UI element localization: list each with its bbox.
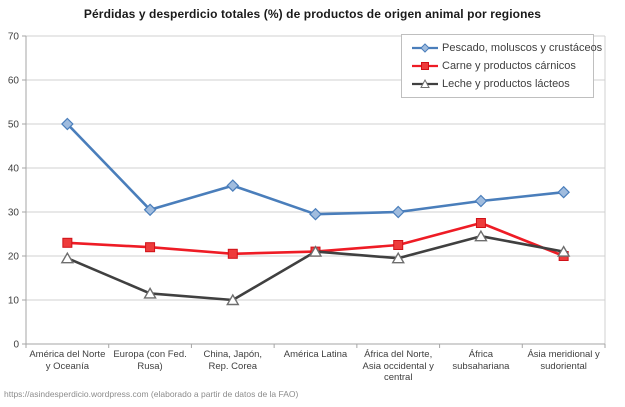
chart-legend: Pescado, moluscos y crustáceos Carne y pr…	[401, 34, 602, 98]
diamond-marker-icon	[391, 205, 405, 219]
legend-item-label: Pescado, moluscos y crustáceos	[442, 42, 603, 54]
square-marker-icon	[62, 237, 73, 248]
x-axis-label: África del Norte, Asia occidental y cent…	[362, 349, 434, 383]
y-axis-tick-label: 20	[8, 252, 20, 263]
y-axis-tick-label: 60	[8, 76, 20, 87]
y-axis-tick-label: 70	[8, 32, 20, 43]
x-axis-label: África subsahariana	[452, 349, 510, 372]
diamond-marker-icon	[474, 194, 488, 208]
y-axis-tick-label: 0	[13, 340, 19, 351]
legend-item-label: Leche y productos lácteos	[442, 78, 570, 90]
series-line-0	[66, 122, 565, 216]
legend-diamond-icon	[412, 43, 438, 53]
diamond-marker-icon	[309, 207, 322, 221]
legend-triangle-open-icon	[412, 78, 438, 88]
legend-item: Carne y productos cárnicos	[402, 57, 593, 75]
y-axis-tick-label: 40	[8, 164, 20, 175]
triangle-marker-icon	[556, 245, 571, 257]
y-axis-tick-label: 10	[8, 296, 20, 307]
y-axis-tick-label: 50	[8, 120, 20, 131]
triangle-marker-icon	[391, 251, 405, 264]
triangle-marker-icon	[143, 287, 157, 299]
x-axis-label: América del Norte y Oceanía	[29, 349, 106, 372]
square-marker-icon	[227, 248, 238, 259]
diamond-marker-icon	[143, 203, 157, 217]
x-axis-label: Ásia meridional y sudoriental	[527, 349, 600, 372]
triangle-marker-icon	[308, 245, 323, 257]
legend-item: Leche y productos lácteos	[402, 75, 593, 93]
triangle-marker-icon	[226, 293, 240, 306]
square-marker-icon	[475, 218, 486, 228]
square-marker-icon	[393, 240, 404, 250]
legend-item-label: Carne y productos cárnicos	[442, 60, 576, 72]
triangle-marker-icon	[474, 229, 488, 242]
diamond-marker-icon	[61, 117, 74, 131]
x-axis-label: América Latina	[283, 349, 348, 360]
square-marker-icon	[145, 242, 156, 253]
source-note: https://asindesperdicio.wordpress.com (e…	[4, 389, 299, 399]
triangle-marker-icon	[60, 251, 75, 264]
y-axis-tick-label: 30	[8, 208, 20, 219]
x-axis-label: China, Japón, Rep. Corea	[203, 349, 263, 372]
x-axis-label: Europa (con Fed. Rusa)	[113, 349, 187, 372]
legend-square-icon	[412, 62, 438, 70]
diamond-marker-icon	[557, 185, 570, 199]
legend-item: Pescado, moluscos y crustáceos	[402, 39, 602, 57]
chart-title: Pérdidas y desperdicio totales (%) de pr…	[83, 7, 542, 21]
diamond-marker-icon	[226, 179, 240, 192]
